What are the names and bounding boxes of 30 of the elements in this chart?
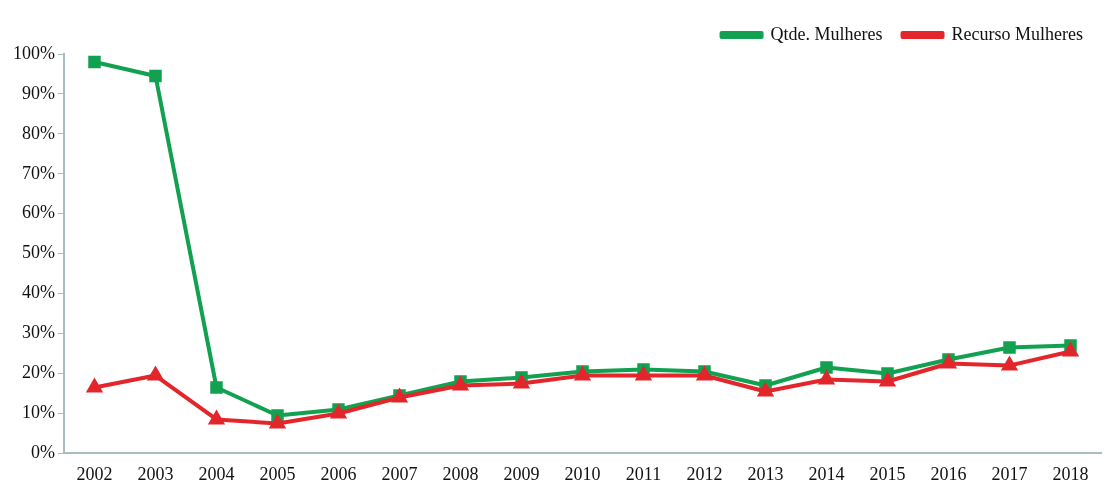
x-tick-label: 2016 [930, 463, 967, 484]
x-tick-label: 2010 [564, 463, 601, 484]
x-tick-label: 2017 [991, 463, 1028, 484]
y-tick-label: 100% [12, 42, 55, 63]
y-tick-label: 20% [21, 362, 55, 383]
y-tick-label: 40% [21, 282, 55, 303]
x-tick-label: 2002 [76, 463, 113, 484]
x-tick-label: 2006 [320, 463, 357, 484]
y-tick-label: 50% [21, 242, 55, 263]
x-tick-label: 2014 [808, 463, 845, 484]
legend-label: Qtde. Mulheres [770, 23, 883, 44]
y-tick-label: 10% [21, 402, 55, 423]
x-tick-label: 2008 [442, 463, 479, 484]
x-tick-label: 2018 [1052, 463, 1089, 484]
y-tick-label: 70% [21, 162, 55, 183]
x-tick-label: 2005 [259, 463, 296, 484]
x-tick-label: 2007 [381, 463, 418, 484]
y-tick-label: 0% [30, 442, 55, 463]
y-tick-label: 60% [21, 202, 55, 223]
y-tick-label: 30% [21, 322, 55, 343]
y-tick-label: 90% [21, 82, 55, 103]
x-tick-label: 2015 [869, 463, 906, 484]
x-tick-label: 2012 [686, 463, 723, 484]
y-tick-label: 80% [21, 122, 55, 143]
x-tick-label: 2009 [503, 463, 540, 484]
x-tick-label: 2004 [198, 463, 235, 484]
x-tick-label: 2011 [625, 463, 662, 484]
x-tick-label: 2003 [137, 463, 174, 484]
legend-label: Recurso Mulheres [951, 23, 1083, 44]
x-tick-label: 2013 [747, 463, 784, 484]
